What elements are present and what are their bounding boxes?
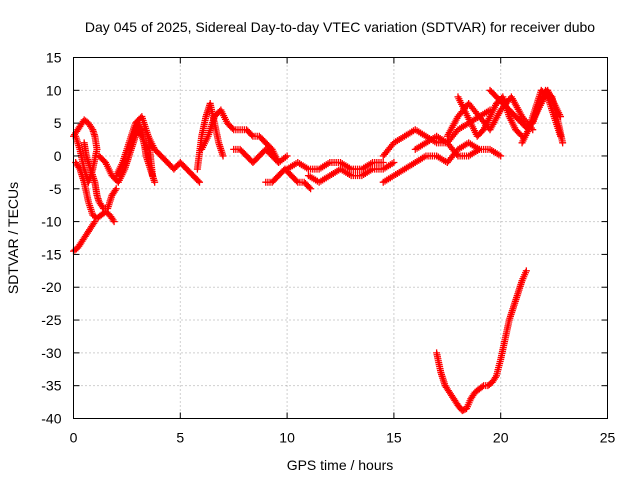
y-tick-label: -10 (41, 214, 61, 230)
chart-title: Day 045 of 2025, Sidereal Day-to-day VTE… (85, 19, 595, 35)
x-axis-title: GPS time / hours (287, 457, 394, 473)
data-point (390, 159, 398, 167)
series-track-b (72, 159, 118, 226)
data-point (112, 185, 120, 193)
data-point (283, 152, 291, 160)
data-point (307, 185, 315, 193)
data-point (98, 203, 106, 211)
data-point (497, 152, 505, 160)
y-tick-label: 0 (54, 148, 62, 164)
y-tick-label: -25 (41, 312, 61, 328)
x-tick-label: 5 (176, 430, 184, 446)
y-axis-title: SDTVAR / TECUs (5, 182, 21, 294)
data-point (228, 124, 236, 132)
plot-frame (73, 57, 608, 419)
data-point (109, 216, 117, 224)
data-point (559, 139, 567, 147)
x-tick-label: 0 (70, 430, 78, 446)
x-tick-label: 15 (386, 430, 402, 446)
data-point (305, 183, 313, 191)
y-tick-label: -20 (41, 279, 61, 295)
data-point (151, 178, 159, 186)
x-tick-label: 25 (600, 430, 616, 446)
y-tick-label: -30 (41, 345, 61, 361)
series-track-d (80, 139, 120, 212)
data-point (273, 157, 281, 165)
series-track-s (454, 93, 526, 140)
series-track-k (230, 145, 283, 167)
data-point (194, 177, 202, 185)
data-points (70, 86, 567, 415)
series-track-c (70, 218, 99, 255)
data-point (111, 186, 119, 194)
x-tick-label: 20 (493, 430, 509, 446)
series-track-o (379, 139, 483, 186)
data-point (90, 219, 98, 227)
data-point (75, 163, 83, 171)
y-tick-label: -5 (49, 181, 62, 197)
series-track-w (433, 267, 530, 415)
data-point (292, 177, 300, 185)
data-point (91, 218, 99, 226)
x-tick-label: 10 (279, 430, 295, 446)
data-point (275, 159, 283, 167)
data-point (379, 159, 387, 167)
grid-lines (73, 57, 608, 419)
series-track-n (304, 159, 398, 186)
series-track-h (144, 132, 204, 186)
data-point (88, 124, 96, 132)
data-point (248, 131, 256, 139)
data-point (453, 150, 461, 158)
y-tick-label: -35 (41, 378, 61, 394)
y-tick-label: 5 (54, 115, 62, 131)
data-point (491, 373, 499, 381)
series-track-v (529, 86, 567, 147)
series-track-m (283, 159, 387, 173)
axis-ticks: 0 5 10 15 20 25 15 10 5 0 -5 -10 -15 -20 -25 -30 -35 -40 (41, 50, 615, 446)
data-point (219, 152, 227, 160)
y-tick-label: -40 (41, 411, 61, 427)
data-point (110, 218, 118, 226)
y-tick-label: 10 (46, 82, 62, 98)
data-point (196, 178, 204, 186)
series-track-j (198, 106, 291, 167)
y-tick-label: -15 (41, 246, 61, 262)
data-point (478, 383, 486, 391)
series-track-l (262, 165, 315, 193)
data-point (137, 124, 145, 132)
data-point (522, 267, 530, 275)
series-track-q (411, 132, 505, 160)
series-track-g (125, 119, 159, 186)
y-tick-label: 15 (46, 50, 62, 66)
